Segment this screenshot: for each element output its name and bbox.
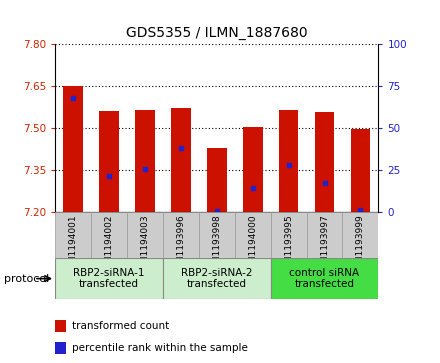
Bar bbox=[171, 108, 191, 212]
Bar bbox=[135, 110, 155, 212]
Bar bbox=[199, 212, 235, 258]
Text: control siRNA
transfected: control siRNA transfected bbox=[290, 268, 359, 289]
Text: GSM1193998: GSM1193998 bbox=[212, 215, 221, 276]
Text: transformed count: transformed count bbox=[72, 321, 169, 331]
Bar bbox=[55, 320, 66, 332]
Text: GSM1193999: GSM1193999 bbox=[356, 215, 365, 276]
Text: percentile rank within the sample: percentile rank within the sample bbox=[72, 343, 248, 352]
Bar bbox=[91, 212, 127, 258]
Bar bbox=[271, 212, 307, 258]
Bar bbox=[235, 212, 271, 258]
Bar bbox=[127, 212, 163, 258]
Text: RBP2-siRNA-2
transfected: RBP2-siRNA-2 transfected bbox=[181, 268, 253, 289]
Text: protocol: protocol bbox=[4, 274, 50, 284]
Bar bbox=[342, 212, 378, 258]
Bar bbox=[55, 342, 66, 354]
Text: GSM1194001: GSM1194001 bbox=[69, 215, 77, 275]
Text: RBP2-siRNA-1
transfected: RBP2-siRNA-1 transfected bbox=[73, 268, 145, 289]
Bar bbox=[63, 86, 83, 212]
Bar bbox=[163, 212, 199, 258]
Text: GSM1194000: GSM1194000 bbox=[248, 215, 257, 275]
Bar bbox=[307, 212, 342, 258]
Bar bbox=[315, 113, 334, 212]
Bar bbox=[279, 110, 298, 212]
Text: GSM1193996: GSM1193996 bbox=[176, 215, 185, 276]
Title: GDS5355 / ILMN_1887680: GDS5355 / ILMN_1887680 bbox=[126, 26, 308, 40]
Bar bbox=[55, 258, 163, 299]
Bar bbox=[207, 148, 227, 212]
Text: GSM1193995: GSM1193995 bbox=[284, 215, 293, 276]
Bar bbox=[351, 129, 370, 212]
Text: GSM1194003: GSM1194003 bbox=[140, 215, 149, 275]
Bar bbox=[243, 127, 263, 212]
Bar bbox=[99, 111, 119, 212]
Text: GSM1193997: GSM1193997 bbox=[320, 215, 329, 276]
Bar bbox=[55, 212, 91, 258]
Text: GSM1194002: GSM1194002 bbox=[104, 215, 114, 275]
Bar bbox=[163, 258, 271, 299]
Bar bbox=[271, 258, 378, 299]
